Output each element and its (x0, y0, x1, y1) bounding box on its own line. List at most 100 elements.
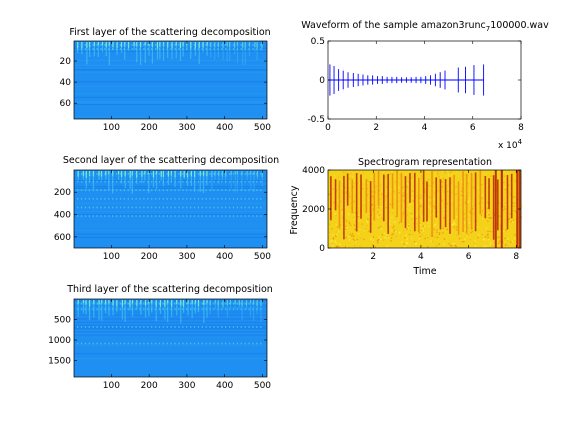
layer2-heatmap-dot (104, 173, 106, 175)
layer2-heatmap-dot (158, 206, 161, 209)
layer2-heatmap-band (74, 229, 267, 231)
spectrogram-speckle (491, 217, 493, 219)
spectrogram-speckle (380, 184, 382, 187)
spectrogram-speckle (503, 181, 505, 184)
spectrogram-speckle (347, 213, 350, 215)
spectrogram-speckle (467, 218, 470, 221)
spectrogram-speckle (485, 245, 487, 247)
spectrogram-speckle (406, 238, 408, 240)
layer3-heatmap-dot (115, 302, 118, 305)
spectrogram-speckle (469, 210, 471, 213)
layer2-title: Second layer of the scattering decomposi… (63, 155, 279, 166)
spectrogram-speckle (385, 234, 388, 236)
layer3-heatmap-streak (222, 300, 224, 309)
spectrogram-speckle (503, 230, 505, 233)
layer1-heatmap-dot (127, 48, 129, 50)
spectrogram-speckle (467, 226, 469, 229)
layer2-heatmap-streak (108, 171, 110, 190)
spectrogram-speckle (477, 233, 480, 236)
spectrogram-speckle (499, 236, 501, 238)
spectrogram-speckle (344, 218, 347, 221)
layer1-heatmap-peak (179, 42, 182, 48)
layer3-heatmap-dot (252, 342, 254, 345)
layer3-heatmap-streak (241, 300, 243, 321)
spectrogram-speckle (450, 199, 453, 202)
spectrogram-speckle (371, 195, 373, 197)
layer2-heatmap-dot (88, 189, 90, 192)
spectrogram-speckle (451, 174, 453, 177)
layer1-heatmap-dot (154, 48, 157, 50)
layer2-heatmap-dot (232, 215, 235, 217)
layer2-heatmap-dot (193, 173, 196, 175)
layer1-heatmap-dot (135, 48, 137, 50)
layer3-heatmap-dot (131, 326, 133, 328)
layer3-heatmap-streak (148, 300, 150, 317)
spectrogram-onset-band (404, 176, 407, 228)
layer2-heatmap-dot (123, 189, 126, 192)
layer2-heatmap-dot (186, 206, 188, 209)
spectrogram-speckle (375, 186, 377, 188)
spectrogram-speckle (352, 217, 354, 219)
spectrogram-speckle (332, 188, 334, 190)
spectrogram-speckle (502, 209, 505, 211)
spectrogram-speckle (344, 206, 346, 208)
spectrogram-xtick-label: 8 (513, 252, 519, 262)
layer3-heatmap-peak (101, 300, 103, 304)
spectrogram-speckle (402, 242, 405, 244)
layer2-heatmap-streak (199, 171, 201, 192)
layer3-heatmap-streak (105, 300, 107, 314)
spectrogram-speckle (378, 204, 381, 206)
layer3-heatmap-dot (197, 326, 200, 328)
layer3-heatmap-dot (197, 308, 200, 310)
spectrogram-speckle (334, 213, 336, 215)
spectrogram-speckle (364, 201, 366, 203)
layer1-heatmap-dot (193, 48, 196, 50)
layer2-heatmap-dot (217, 198, 219, 200)
layer3-heatmap-dot (96, 302, 98, 305)
layer3-heatmap-streak (159, 300, 162, 315)
layer2-heatmap-dot (178, 198, 180, 200)
layer1-heatmap-streak (144, 42, 146, 63)
spectrogram-speckle (384, 177, 386, 179)
layer2-heatmap-dot (119, 189, 122, 192)
layer2-heatmap-dot (252, 173, 254, 175)
spectrogram-speckle (464, 222, 466, 224)
layer3-heatmap-streak (164, 300, 166, 320)
layer3-heatmap-dot (260, 302, 262, 305)
layer2-heatmap-dot (92, 180, 94, 183)
layer1-heatmap-streak (167, 42, 169, 58)
spectrogram-speckle (392, 233, 394, 235)
layer3-heatmap-dot (143, 342, 145, 345)
spectrogram-speckle (345, 225, 347, 227)
layer3-heatmap-dot (108, 342, 110, 345)
layer2-heatmap-dot (143, 198, 145, 200)
spectrogram-speckle (402, 205, 405, 207)
spectrogram-speckle (473, 204, 476, 206)
spectrogram-speckle (386, 237, 388, 239)
layer2-heatmap-band (74, 225, 267, 227)
layer3-heatmap-dot (236, 302, 239, 305)
spectrogram-speckle (419, 223, 422, 226)
spectrogram-onset-band (391, 173, 394, 209)
layer3-heatmap-streak (88, 300, 91, 321)
layer3-heatmap-dot (139, 326, 141, 328)
layer1-heatmap-band (74, 69, 267, 71)
spectrogram-speckle (481, 197, 483, 199)
spectrogram-speckle (514, 234, 516, 236)
layer1-heatmap-dot (158, 48, 161, 50)
layer1-heatmap-peak (136, 42, 138, 47)
spectrogram-speckle (504, 188, 507, 191)
layer3-heatmap-dot (189, 308, 192, 310)
layer3-heatmap-dot (131, 302, 133, 305)
spectrogram-speckle (446, 182, 448, 184)
layer1-heatmap-dot (252, 44, 254, 46)
spectrogram-speckle (345, 192, 347, 194)
spectrogram-speckle (470, 232, 472, 234)
layer2-heatmap-dot (104, 180, 106, 183)
spectrogram-speckle (419, 216, 421, 218)
spectrogram-onset-band (346, 173, 349, 206)
spectrogram-speckle (512, 202, 514, 205)
layer1-heatmap-band (74, 68, 267, 70)
layer2-heatmap-streak (186, 171, 189, 186)
layer1-heatmap-dot (189, 44, 192, 46)
